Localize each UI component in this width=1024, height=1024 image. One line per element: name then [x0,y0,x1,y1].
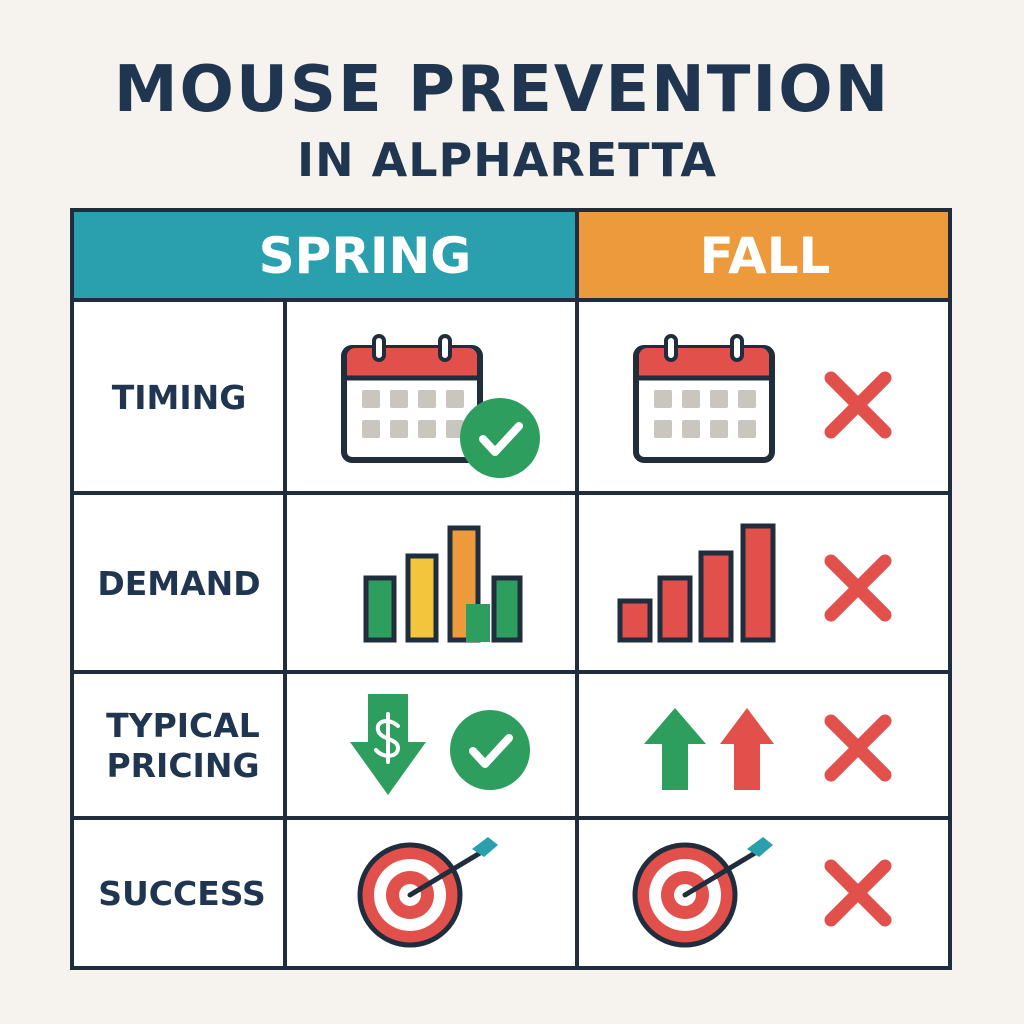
row-label: DEMAND [97,563,261,603]
dollar-icon [374,712,401,764]
row-label: SUCCESS [98,873,266,913]
column-header: FALL [699,227,831,285]
title: MOUSE PREVENTION [113,53,891,127]
up-arrow-icon [720,708,774,790]
spring-header-bg [72,210,577,300]
calendar-icon [636,336,772,460]
row-label: TIMING [111,377,247,417]
bar-icon [466,604,490,642]
fall-header-bg [577,210,950,300]
grid [70,208,952,970]
row-label: TYPICAL PRICING [106,705,260,785]
bar-icon [363,525,523,643]
bar-icon [617,523,776,643]
check-icon [450,710,530,790]
up-arrow-icon [644,708,706,790]
calendar-icon [344,336,480,460]
check-icon [460,398,540,478]
column-header: SPRING [258,227,472,285]
subtitle: IN ALPHARETTA [296,133,718,187]
